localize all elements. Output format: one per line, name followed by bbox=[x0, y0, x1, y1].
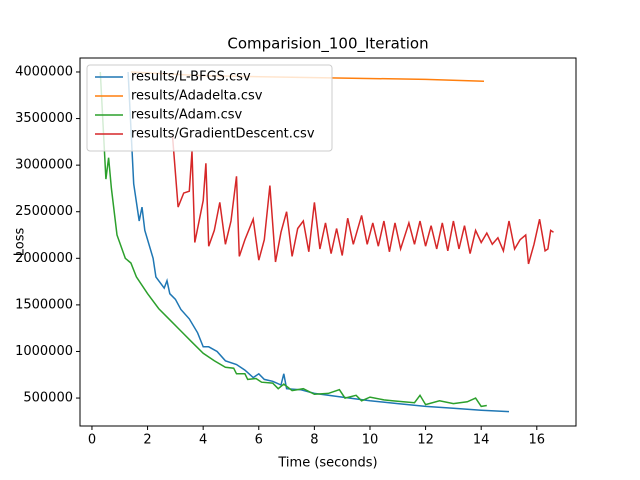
y-tick-label: 2500000 bbox=[15, 204, 73, 219]
x-tick-label: 6 bbox=[255, 433, 263, 448]
x-tick-label: 14 bbox=[473, 433, 490, 448]
x-tick-label: 4 bbox=[199, 433, 207, 448]
legend: results/L-BFGS.csv results/Adadelta.csv re… bbox=[86, 64, 333, 152]
y-tick-label: 1500000 bbox=[15, 297, 73, 312]
plot-frame bbox=[79, 57, 577, 427]
x-axis-label: Time (seconds) bbox=[277, 456, 377, 471]
y-axis-label: Loss bbox=[13, 228, 28, 257]
x-tick-label: 0 bbox=[88, 433, 96, 448]
chart-title: Comparision_100_Iteration bbox=[227, 35, 428, 54]
legend-box bbox=[86, 64, 333, 152]
y-tick-label: 2000000 bbox=[15, 251, 73, 266]
legend-label: results/Adam.csv bbox=[131, 108, 243, 123]
x-tick-label: 8 bbox=[310, 433, 318, 448]
y-tick-label: 1000000 bbox=[15, 344, 73, 359]
x-tick-label: 12 bbox=[417, 433, 434, 448]
legend-label: results/Adadelta.csv bbox=[131, 89, 263, 104]
series-line bbox=[171, 137, 554, 265]
y-tick-label: 3000000 bbox=[15, 158, 73, 173]
y-tick-label: 3500000 bbox=[15, 111, 73, 126]
x-tick-label: 10 bbox=[362, 433, 379, 448]
x-tick-label: 2 bbox=[143, 433, 151, 448]
x-tick-label: 16 bbox=[529, 433, 546, 448]
legend-label: results/GradientDescent.csv bbox=[131, 127, 315, 142]
y-tick-label: 4000000 bbox=[15, 64, 73, 79]
series-line bbox=[99, 71, 487, 408]
y-tick-label: 500000 bbox=[23, 391, 73, 406]
legend-label: results/L-BFGS.csv bbox=[131, 70, 251, 85]
